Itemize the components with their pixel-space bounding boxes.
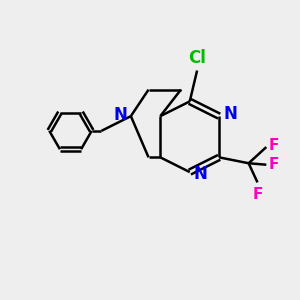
Text: Cl: Cl [188,49,206,67]
Text: N: N [113,106,127,124]
Text: F: F [269,138,279,153]
Text: N: N [223,105,237,123]
Text: N: N [194,165,208,183]
Text: F: F [252,187,263,202]
Text: F: F [269,157,279,172]
